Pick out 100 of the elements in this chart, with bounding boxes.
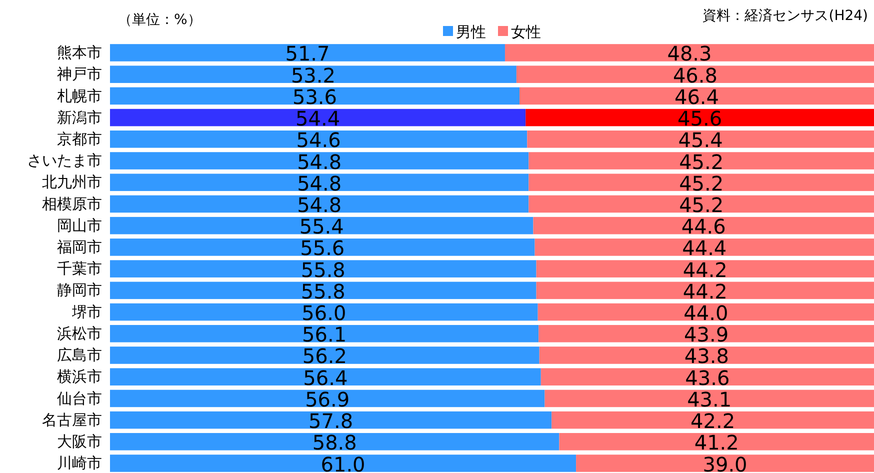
bar — [110, 174, 529, 192]
data-label: 43.6 — [685, 366, 730, 390]
y-tick-label: 岡山市 — [57, 216, 102, 234]
data-label: 44.2 — [682, 258, 728, 282]
data-label: 44.2 — [682, 279, 728, 304]
data-label: 46.4 — [674, 84, 720, 109]
bar — [110, 87, 520, 105]
bar — [110, 454, 576, 472]
y-tick-label: 仙台市 — [57, 389, 102, 408]
y-tick-label: 神戸市 — [57, 65, 102, 84]
data-label: 44.6 — [681, 214, 726, 239]
y-tick-label: 浜松市 — [57, 324, 102, 342]
bar — [110, 346, 540, 364]
y-tick-label: 横浜市 — [57, 368, 102, 386]
y-tick-label: 静岡市 — [57, 281, 102, 300]
y-tick-label: 新潟市 — [57, 108, 102, 126]
data-label: 39.0 — [702, 452, 748, 473]
data-label: 61.0 — [320, 452, 366, 473]
y-tick-label: 川崎市 — [57, 454, 102, 472]
bar — [110, 238, 535, 256]
y-tick-label: 広島市 — [57, 346, 102, 364]
y-tick-label: 相模原市 — [42, 194, 102, 213]
bar — [538, 324, 874, 342]
y-tick-label: 熊本市 — [57, 44, 102, 62]
data-label: 41.2 — [694, 430, 739, 455]
data-label: 55.8 — [300, 258, 346, 282]
data-label: 56.9 — [305, 387, 350, 412]
bar — [534, 238, 874, 256]
y-tick-label: 堺市 — [71, 302, 102, 321]
data-label: 56.2 — [302, 344, 347, 368]
data-label: 48.3 — [667, 42, 712, 66]
y-tick-label: 千葉市 — [57, 260, 102, 278]
bar — [539, 346, 874, 364]
data-label: 53.6 — [292, 84, 338, 109]
data-label: 55.4 — [299, 214, 344, 239]
legend-label: 女性 — [511, 23, 541, 41]
text: 資料：経済センサス(H24) — [702, 8, 868, 24]
bar — [533, 216, 874, 234]
data-label: 43.8 — [684, 344, 729, 368]
y-tick-label: さいたま市 — [27, 152, 102, 170]
bar — [110, 433, 560, 450]
data-label: 57.8 — [308, 409, 354, 434]
bar — [110, 216, 534, 234]
bar — [544, 390, 874, 408]
bar — [110, 368, 541, 386]
data-label: 56.0 — [302, 301, 346, 326]
bar — [527, 130, 874, 148]
data-label: 53.2 — [290, 63, 336, 88]
bar — [528, 152, 874, 170]
y-tick-label: 大阪市 — [57, 432, 102, 450]
bar — [110, 260, 536, 278]
bar — [526, 108, 874, 126]
data-label: 54.8 — [297, 192, 342, 217]
bar — [110, 44, 505, 62]
bar — [536, 260, 874, 278]
data-label: 58.8 — [312, 430, 357, 455]
bar — [520, 87, 874, 105]
data-label: 54.4 — [296, 106, 340, 131]
bar — [110, 130, 528, 148]
y-tick-label: 京都市 — [57, 130, 102, 148]
data-label: 43.9 — [684, 322, 729, 347]
text: （単位：%） — [118, 12, 202, 28]
bar — [504, 44, 874, 62]
bar — [538, 303, 874, 321]
data-label: 43.1 — [687, 387, 732, 412]
data-label: 56.1 — [302, 322, 347, 347]
y-tick-label: 福岡市 — [57, 238, 102, 256]
bar — [528, 174, 874, 192]
data-label: 56.4 — [303, 366, 348, 390]
data-label: 45.2 — [679, 192, 724, 217]
data-label: 54.6 — [296, 128, 341, 152]
bar — [559, 433, 874, 450]
bar — [552, 411, 874, 429]
bar — [110, 324, 539, 342]
y-tick-label: 名古屋市 — [42, 410, 102, 429]
y-tick-label: 北九州市 — [42, 173, 102, 192]
bar — [110, 411, 552, 429]
data-label: 55.8 — [300, 279, 346, 304]
bar — [110, 66, 516, 83]
y-tick-label: 札幌市 — [57, 86, 102, 105]
legend-label: 男性 — [456, 23, 486, 41]
data-label: 45.4 — [678, 128, 723, 152]
bar — [536, 282, 874, 300]
bar — [110, 152, 529, 170]
bar — [528, 195, 874, 213]
data-label: 42.2 — [690, 409, 736, 434]
data-label: 44.4 — [682, 236, 727, 260]
bar — [576, 454, 874, 472]
bar — [110, 108, 526, 126]
bar — [110, 282, 536, 300]
bar — [516, 66, 874, 83]
bar — [540, 368, 874, 386]
data-label: 45.6 — [678, 106, 722, 131]
data-label: 54.8 — [297, 171, 342, 196]
data-label: 51.7 — [285, 42, 330, 66]
data-label: 55.6 — [300, 236, 345, 260]
bar — [110, 195, 529, 213]
bar — [110, 303, 538, 321]
data-label: 54.8 — [297, 150, 342, 174]
bar — [110, 390, 545, 408]
